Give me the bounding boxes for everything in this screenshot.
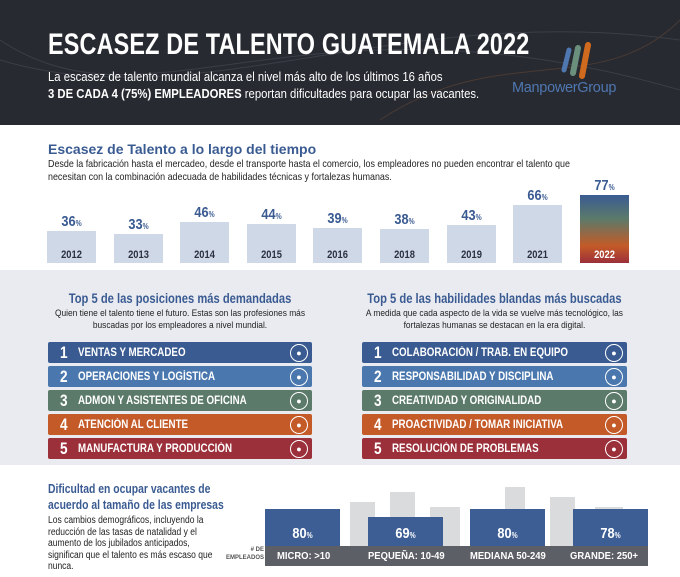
year-label: 2013 (127, 248, 149, 261)
header-banner: ESCASEZ DE TALENTO GUATEMALA 2022 La esc… (0, 0, 680, 125)
top5-section: Top 5 de las posiciones más demandadas Q… (0, 270, 680, 465)
size-label: PEQUEÑA: 10-49 (368, 550, 445, 562)
size-label: MEDIANA 50-249 (470, 550, 546, 562)
bar-2012: 2012 (47, 231, 96, 263)
lightbulb-icon: ● (605, 439, 623, 458)
bar-2014: 2014 (180, 222, 230, 263)
value-label: 46% (194, 204, 215, 222)
size-value: 78 (600, 525, 615, 542)
team-icon: ● (605, 343, 623, 362)
value-label: 43% (460, 206, 482, 224)
decorative-waves (0, 19, 680, 121)
bar-2018: 2018 (380, 229, 429, 263)
skills-text: A medida que cada aspecto de la vida se … (365, 308, 623, 331)
skills-item-3: 3 CREATIVIDAD Y ORIGINALIDAD ● (362, 390, 627, 411)
positions-item-3: 3 ADMON Y ASISTENTES DE OFICINA ● (48, 390, 312, 411)
bar-2013: 2013 (113, 233, 163, 263)
rank-number: 2 (374, 366, 382, 386)
page-title: ESCASEZ DE TALENTO GUATEMALA 2022 (48, 28, 530, 61)
year-label: 2021 (527, 248, 549, 261)
rank-number: 1 (60, 342, 68, 362)
clipboard-icon: ● (605, 367, 623, 386)
positions-item-5: 5 MANUFACTURA Y PRODUCCIÓN ● (48, 438, 312, 459)
positions-item-4: 4 ATENCIÓN AL CLIENTE ● (48, 414, 312, 435)
size-label: MICRO: >10 (277, 550, 331, 562)
item-label: CREATIVIDAD Y ORIGINALIDAD (392, 394, 542, 407)
timeline-text: Desde la fabricación hasta el mercadeo, … (48, 158, 570, 183)
value-label: 38% (394, 211, 415, 229)
size-tile-2: 69% (368, 517, 443, 546)
rank-number: 1 (374, 342, 382, 362)
year-label: 2012 (61, 248, 82, 261)
year-label: 2019 (460, 248, 482, 261)
positions-item-1: 1 VENTAS Y MERCADEO ● (48, 342, 312, 363)
year-label: 2022 (593, 248, 615, 261)
year-label: 2014 (194, 248, 216, 261)
positions-heading: Top 5 de las posiciones más demandadas (68, 290, 292, 306)
bar-2021: 2021 (513, 204, 563, 263)
customer-service-icon: ● (290, 415, 308, 434)
skills-item-5: 5 RESOLUCIÓN DE PROBLEMAS ● (362, 438, 627, 459)
growth-chart-icon: ● (290, 343, 308, 362)
headset-icon: ● (290, 391, 308, 410)
size-value: 80 (497, 525, 512, 542)
skills-item-1: 1 COLABORACIÓN / TRAB. EN EQUIPO ● (362, 342, 627, 363)
size-tile-1: 80% (265, 509, 340, 546)
value-label: 33% (127, 215, 149, 233)
item-label: PROACTIVIDAD / TOMAR INICIATIVA (392, 418, 564, 431)
bar-2019: 2019 (446, 224, 496, 263)
item-label: COLABORACIÓN / TRAB. EN EQUIPO (392, 346, 568, 359)
timeline-heading: Escasez de Talento a lo largo del tiempo (48, 141, 317, 157)
skills-item-2: 2 RESPONSABILIDAD Y DISCIPLINA ● (362, 366, 627, 387)
year-label: 2016 (327, 248, 349, 261)
item-label: MANUFACTURA Y PRODUCCIÓN (78, 442, 233, 455)
logo-mark-icon (561, 42, 591, 79)
item-label: RESOLUCIÓN DE PROBLEMAS (392, 442, 539, 455)
rank-number: 3 (374, 390, 382, 410)
rank-number: 2 (60, 366, 68, 386)
bar-2016: 2016 (313, 228, 363, 263)
size-value: 80 (292, 525, 307, 542)
company-size-text: Los cambios demográficos, incluyendo la … (48, 515, 213, 572)
positions-text: Quien tiene el talento tiene el futuro. … (54, 308, 306, 331)
item-label: ATENCIÓN AL CLIENTE (78, 418, 189, 431)
rank-number: 5 (60, 438, 68, 458)
size-value: 69 (395, 525, 410, 542)
rank-number: 5 (374, 438, 382, 458)
value-label: 36% (61, 213, 82, 231)
size-tile-3: 80% (470, 509, 545, 546)
value-label: 44% (261, 206, 282, 224)
robot-arm-icon: ● (290, 439, 308, 458)
rank-number: 3 (60, 390, 68, 410)
item-label: RESPONSABILIDAD Y DISCIPLINA (392, 370, 554, 383)
size-label-bar: MICRO: >10 PEQUEÑA: 10-49 MEDIANA 50-249 GR… (265, 546, 648, 566)
company-size-heading: Dificultad en ocupar vacantes de acuerdo… (48, 481, 224, 512)
item-label: ADMON Y ASISTENTES DE OFICINA (78, 394, 247, 407)
person-icon: ● (605, 415, 623, 434)
rank-number: 4 (374, 414, 382, 434)
manpowergroup-logo: ManpowerGroup (512, 40, 632, 100)
item-label: OPERACIONES Y LOGÍSTICA (78, 370, 216, 383)
year-label: 2015 (260, 248, 282, 261)
rank-number: 4 (60, 414, 68, 434)
size-label: GRANDE: 250+ (570, 550, 639, 562)
location-pin-icon: ● (290, 367, 308, 386)
value-label: 66% (527, 186, 548, 204)
header-subtitle: La escasez de talento mundial alcanza el… (48, 69, 480, 101)
bar-2022: 2022 (579, 194, 629, 263)
hand-pointer-icon: ● (605, 391, 623, 410)
skills-heading: Top 5 de las habilidades blandas más bus… (367, 290, 622, 306)
positions-item-2: 2 OPERACIONES Y LOGÍSTICA ● (48, 366, 312, 387)
size-tile-4: 78% (573, 509, 648, 546)
year-label: 2018 (394, 248, 415, 261)
value-label: 39% (327, 210, 349, 228)
value-label: 77% (594, 176, 615, 194)
skills-item-4: 4 PROACTIVIDAD / TOMAR INICIATIVA ● (362, 414, 627, 435)
item-label: VENTAS Y MERCADEO (78, 346, 186, 359)
timeline-section: Escasez de Talento a lo largo del tiempo… (0, 125, 680, 270)
employees-axis-label: # DE EMPLEADOS (226, 547, 265, 561)
bar-2015: 2015 (246, 224, 296, 263)
